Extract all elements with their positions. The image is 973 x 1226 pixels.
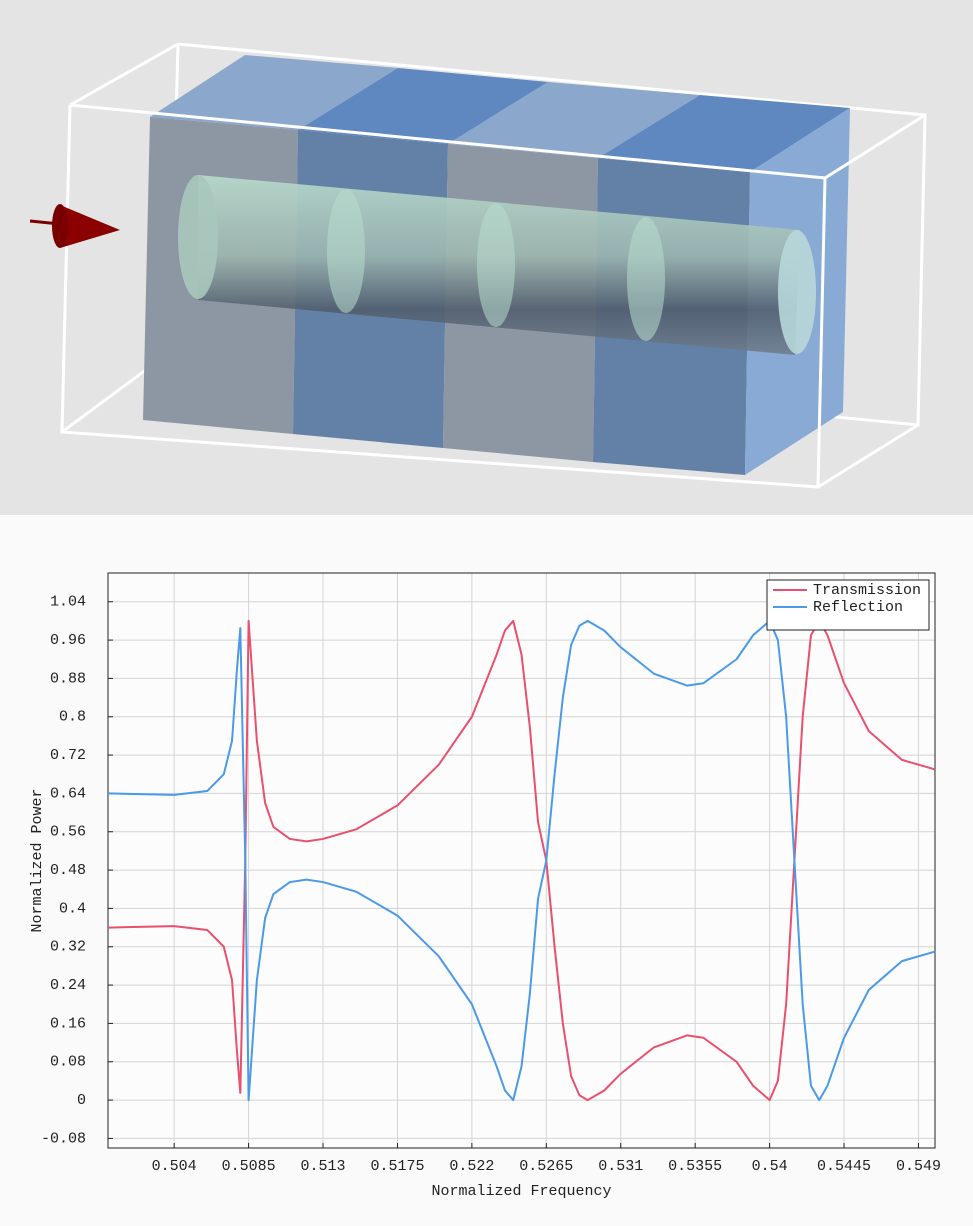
plot-frame <box>107 572 936 1149</box>
y-tick-label: 0.88 <box>50 670 86 687</box>
x-tick-label: 0.5175 <box>370 1158 424 1175</box>
data-line <box>107 619 936 1102</box>
x-tick-label: 0.5445 <box>817 1158 871 1175</box>
y-tick-label: 0.16 <box>50 1015 86 1032</box>
y-tick-label: 0.96 <box>50 632 86 649</box>
x-tick-label: 0.513 <box>301 1158 346 1175</box>
x-tick-label: 0.522 <box>449 1158 494 1175</box>
x-tick-label: 0.504 <box>152 1158 197 1175</box>
chart: -0.08 0 0.08 0.16 0.24 0.32 0.4 0.48 0.56 0.64 0.7… <box>29 572 941 1200</box>
y-tick-label: 0.32 <box>50 939 86 956</box>
y-tick-label: 0.48 <box>50 862 86 879</box>
y-tick-label: 0.24 <box>50 977 86 994</box>
y-tick-label: 0.08 <box>50 1054 86 1071</box>
legend-label: Reflection <box>813 599 903 616</box>
wireframe-front <box>60 103 926 489</box>
y-tick-label: 0 <box>77 1092 86 1109</box>
structure-render <box>0 0 973 515</box>
x-tick-label: 0.5355 <box>668 1158 722 1175</box>
slab-top <box>150 55 850 172</box>
source-cone <box>29 204 120 248</box>
y-axis-label: Normalized Power <box>29 788 46 932</box>
data-line <box>107 619 936 1102</box>
x-tick-label: 0.5265 <box>519 1158 573 1175</box>
cylinder <box>178 175 816 355</box>
y-tick-label: -0.08 <box>41 1130 86 1147</box>
x-tick-label: 0.549 <box>896 1158 941 1175</box>
x-tick-label: 0.5085 <box>222 1158 276 1175</box>
x-axis-label: Normalized Frequency <box>431 1183 611 1200</box>
y-tick-label: 0.72 <box>50 747 86 764</box>
y-tick-label: 0.56 <box>50 824 86 841</box>
x-tick-label: 0.531 <box>598 1158 643 1175</box>
x-tick-label: 0.54 <box>752 1158 788 1175</box>
legend-label: Transmission <box>813 582 921 599</box>
legend-box <box>766 579 930 631</box>
y-tick-label: 0.64 <box>50 785 86 802</box>
y-tick-label: 1.04 <box>50 594 86 611</box>
y-tick-label: 0.4 <box>59 900 86 917</box>
y-tick-label: 0.8 <box>59 709 86 726</box>
